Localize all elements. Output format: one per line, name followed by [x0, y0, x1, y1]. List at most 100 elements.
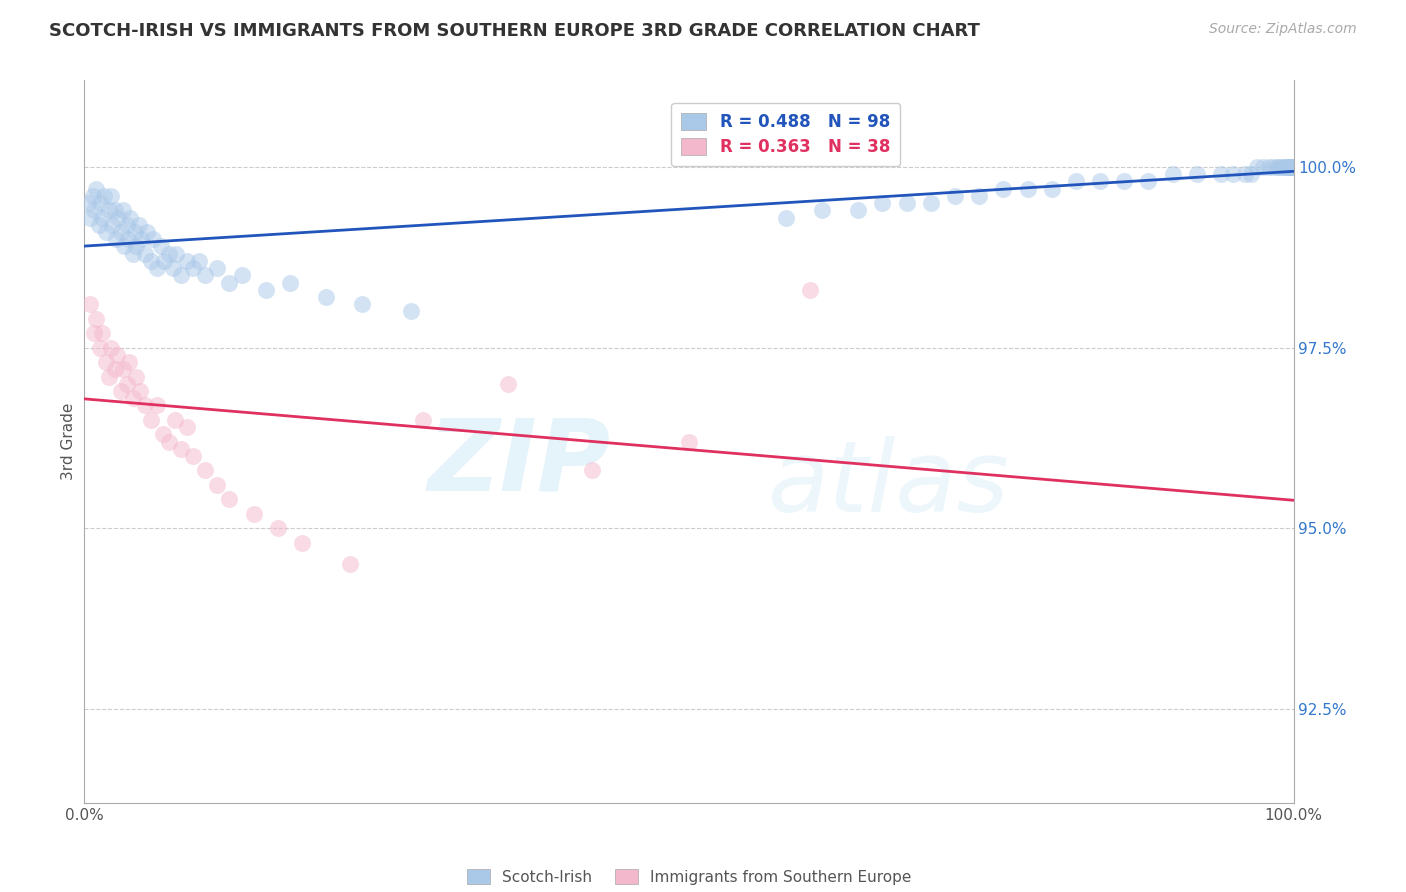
Point [231, 268, 253, 283]
Point [1258, 160, 1281, 174]
Point [267, 521, 290, 535]
Point [139, 413, 162, 427]
Point [254, 283, 277, 297]
Point [775, 211, 797, 225]
Point [339, 558, 361, 572]
Point [104, 203, 127, 218]
Point [124, 225, 146, 239]
Point [1282, 160, 1305, 174]
Point [581, 463, 603, 477]
Point [162, 261, 184, 276]
Point [1272, 160, 1295, 174]
Point [1064, 174, 1087, 188]
Point [412, 413, 434, 427]
Point [128, 218, 150, 232]
Point [967, 189, 990, 203]
Point [1278, 160, 1301, 174]
Point [1209, 167, 1232, 181]
Point [136, 225, 159, 239]
Point [125, 369, 148, 384]
Point [110, 384, 132, 398]
Point [811, 203, 834, 218]
Point [278, 276, 301, 290]
Point [112, 362, 135, 376]
Text: ZIP: ZIP [427, 415, 610, 512]
Point [139, 254, 162, 268]
Point [218, 276, 240, 290]
Point [94, 355, 117, 369]
Point [1282, 160, 1305, 174]
Point [79, 297, 101, 311]
Point [176, 254, 198, 268]
Text: SCOTCH-IRISH VS IMMIGRANTS FROM SOUTHERN EUROPE 3RD GRADE CORRELATION CHART: SCOTCH-IRISH VS IMMIGRANTS FROM SOUTHERN… [49, 22, 980, 40]
Point [86, 182, 108, 196]
Point [207, 478, 229, 492]
Point [86, 311, 108, 326]
Point [149, 239, 172, 253]
Point [134, 246, 156, 260]
Point [1278, 160, 1301, 174]
Point [1282, 160, 1305, 174]
Point [678, 434, 700, 449]
Point [218, 492, 240, 507]
Point [181, 261, 204, 276]
Point [242, 507, 264, 521]
Point [94, 225, 117, 239]
Point [77, 196, 100, 211]
Point [1282, 160, 1305, 174]
Point [97, 369, 120, 384]
Point [1282, 160, 1305, 174]
Point [105, 348, 128, 362]
Point [82, 189, 104, 203]
Point [97, 203, 120, 218]
Point [1275, 160, 1298, 174]
Point [993, 182, 1015, 196]
Point [129, 232, 152, 246]
Point [1261, 160, 1284, 174]
Point [943, 189, 966, 203]
Point [1222, 167, 1244, 181]
Point [121, 246, 143, 260]
Point [1282, 160, 1305, 174]
Point [352, 297, 374, 311]
Point [83, 326, 105, 341]
Point [1040, 182, 1063, 196]
Text: Source: ZipAtlas.com: Source: ZipAtlas.com [1209, 22, 1357, 37]
Point [157, 434, 180, 449]
Point [83, 203, 105, 218]
Point [118, 355, 141, 369]
Point [1185, 167, 1208, 181]
Point [125, 239, 148, 253]
Point [181, 449, 204, 463]
Point [176, 420, 198, 434]
Text: atlas: atlas [768, 436, 1010, 533]
Point [165, 413, 187, 427]
Point [896, 196, 918, 211]
Point [1114, 174, 1136, 188]
Point [93, 189, 115, 203]
Point [100, 189, 122, 203]
Point [1277, 160, 1299, 174]
Point [194, 268, 217, 283]
Point [1268, 160, 1291, 174]
Point [89, 341, 111, 355]
Point [121, 391, 143, 405]
Point [1265, 160, 1288, 174]
Point [315, 290, 337, 304]
Point [496, 376, 519, 391]
Point [87, 218, 110, 232]
Point [1088, 174, 1111, 188]
Point [920, 196, 942, 211]
Point [207, 261, 229, 276]
Point [91, 326, 114, 341]
Point [117, 232, 139, 246]
Point [100, 341, 122, 355]
Point [291, 535, 314, 549]
Point [101, 218, 124, 232]
Point [142, 232, 165, 246]
Point [110, 225, 132, 239]
Point [115, 218, 138, 232]
Point [1282, 160, 1305, 174]
Point [1240, 167, 1263, 181]
Point [1270, 160, 1292, 174]
